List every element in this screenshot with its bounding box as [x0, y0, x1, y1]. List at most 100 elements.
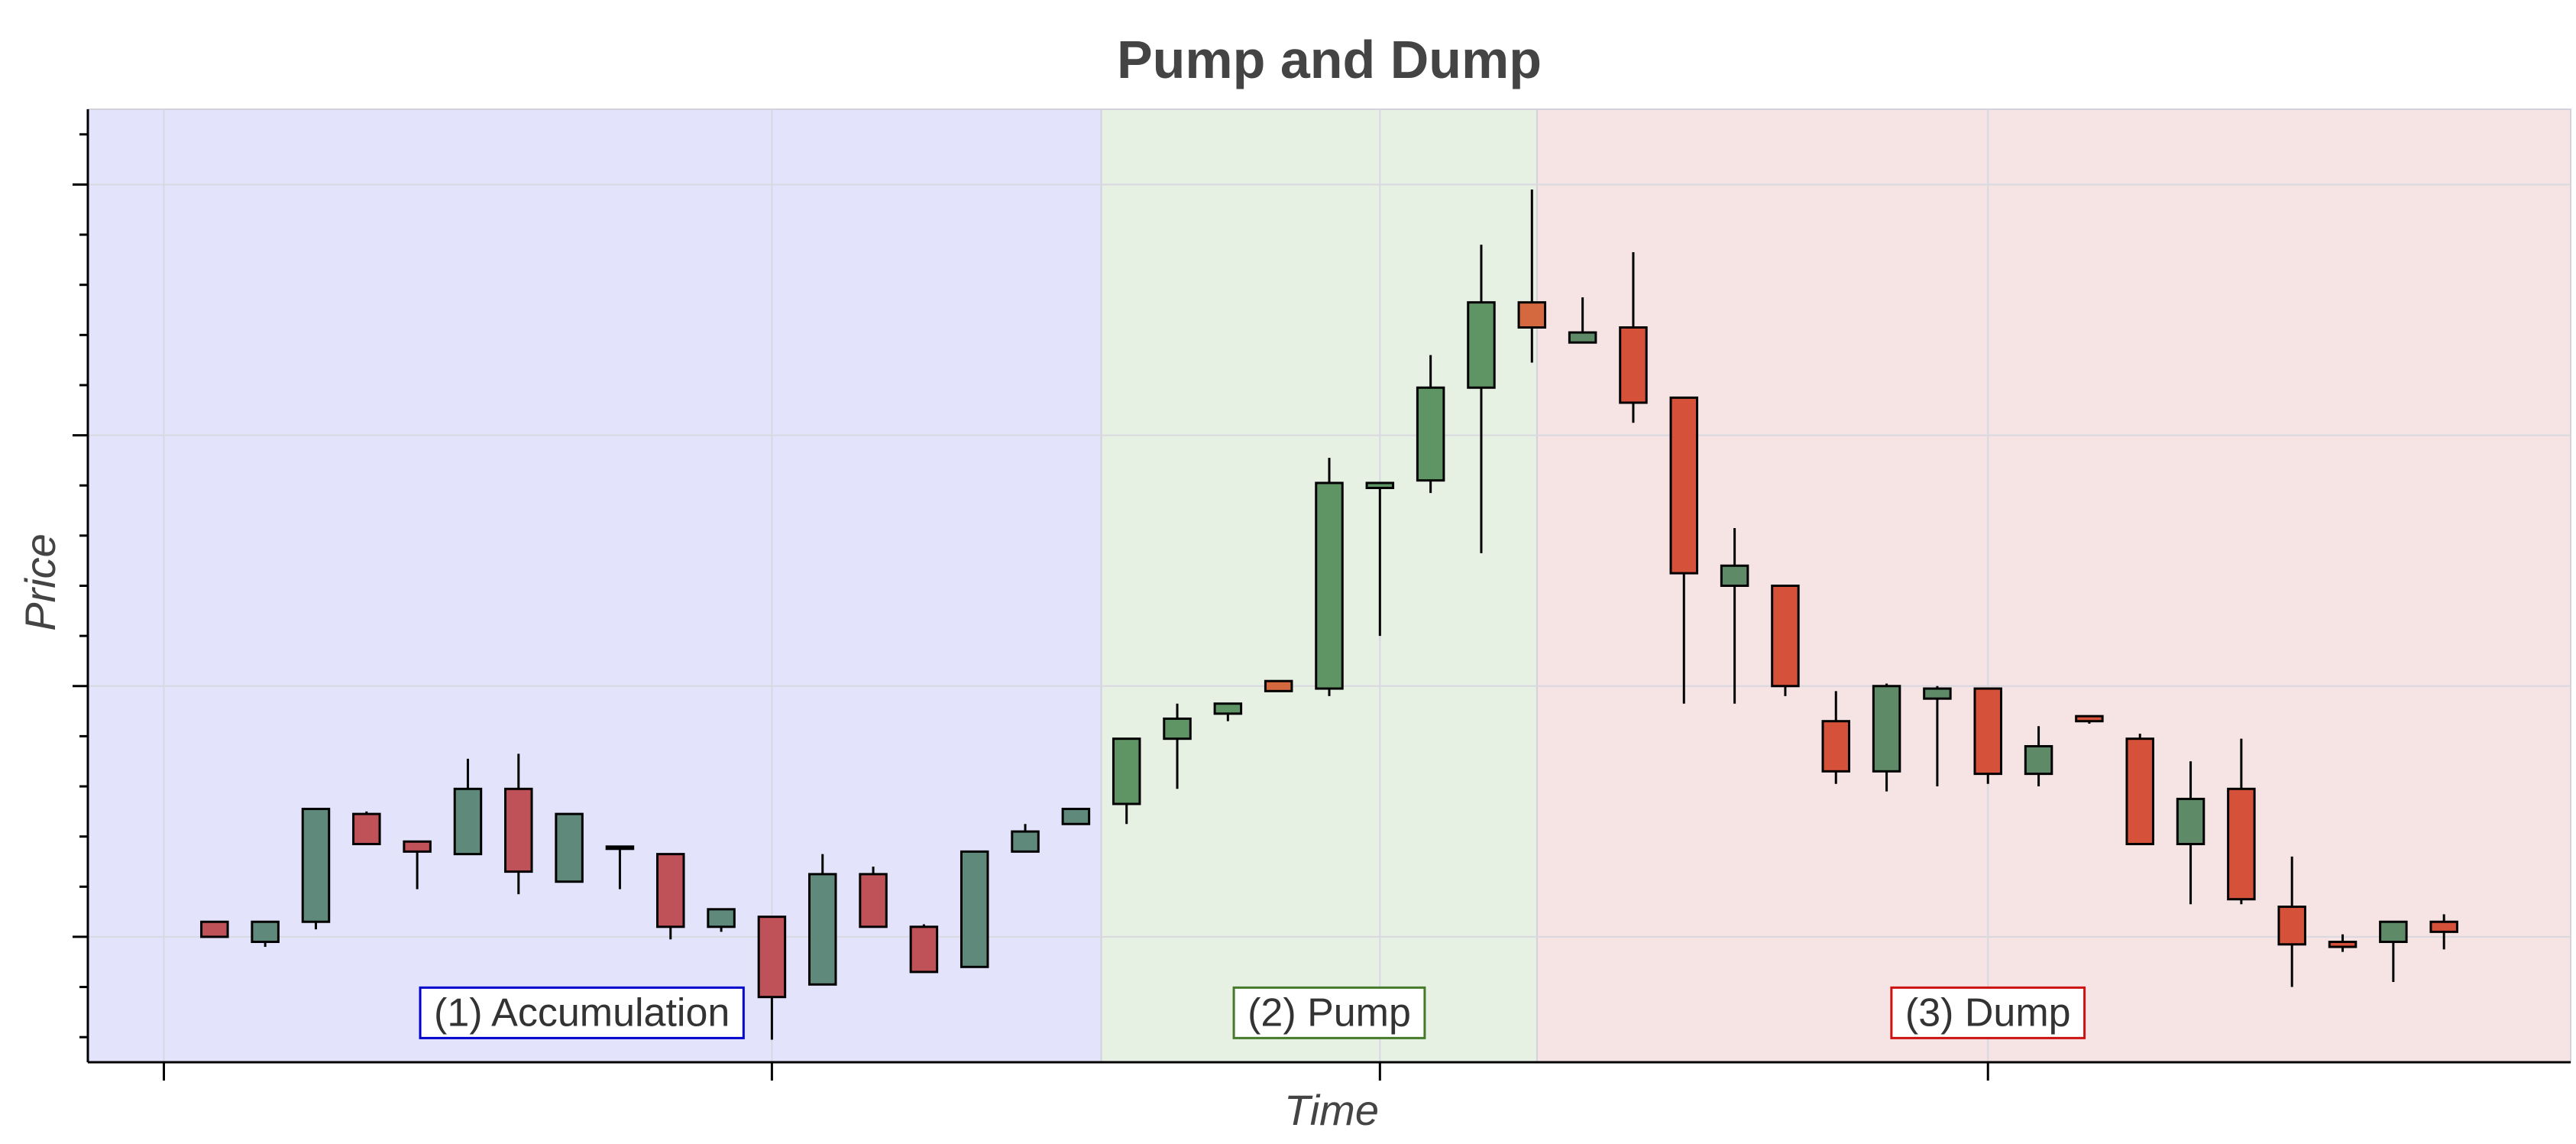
candle-42 — [2176, 761, 2205, 905]
candle-20 — [1061, 808, 1091, 825]
candle-body — [1923, 687, 1952, 700]
candle-body — [1416, 386, 1445, 482]
candle-body — [2024, 745, 2053, 776]
candle-body — [1619, 326, 1648, 404]
candle-41 — [2125, 734, 2154, 846]
candle-body — [1264, 679, 1293, 692]
candle-body — [656, 853, 685, 928]
candle-32 — [1669, 396, 1699, 704]
axis-ticks — [73, 133, 1989, 1081]
annotation-box — [1232, 986, 1426, 1039]
annotation-label: (1) Accumulation — [434, 990, 730, 1035]
candle-body — [2075, 715, 2104, 723]
candle-body — [2176, 797, 2205, 846]
candle-body — [1163, 717, 1192, 741]
candle-body — [1011, 830, 1040, 853]
candle-16 — [859, 867, 888, 928]
candle-7 — [403, 840, 432, 890]
candle-body — [2277, 906, 2306, 946]
candle-3 — [200, 920, 229, 938]
annotation-box — [1890, 986, 2086, 1039]
candle-body — [909, 925, 939, 974]
candle-body — [2328, 940, 2358, 948]
candle-body — [1669, 396, 1699, 575]
candle-body — [807, 873, 837, 986]
candle-body — [200, 920, 229, 938]
candle-body — [301, 808, 331, 923]
candle-19 — [1011, 824, 1040, 853]
candle-9 — [504, 753, 533, 895]
candle-36 — [1872, 683, 1901, 792]
candle-body — [1720, 564, 1749, 588]
phase-annotation-1: (1) Accumulation — [419, 986, 745, 1039]
candle-body — [859, 873, 888, 928]
candle-26 — [1365, 481, 1395, 637]
candle-body — [453, 787, 483, 856]
candle-37 — [1923, 685, 1952, 787]
candle-46 — [2379, 920, 2408, 982]
candle-40 — [2075, 715, 2104, 724]
candle-body — [403, 840, 432, 853]
candle-27 — [1416, 355, 1445, 494]
candle-43 — [2227, 738, 2256, 905]
candle-12 — [656, 853, 685, 940]
candle-34 — [1771, 585, 1800, 696]
candle-body — [1517, 301, 1547, 329]
chart-title: Pump and Dump — [1117, 30, 1542, 89]
candle-21 — [1112, 737, 1141, 825]
candle-29 — [1517, 190, 1547, 363]
candle-body — [1467, 301, 1496, 389]
candle-17 — [909, 924, 939, 974]
candle-body — [1872, 685, 1901, 773]
candle-45 — [2328, 934, 2358, 952]
candlestick-series — [200, 190, 2458, 1040]
candle-body — [605, 845, 635, 851]
candle-30 — [1568, 297, 1597, 344]
y-axis-label: Price — [16, 533, 64, 631]
candle-11 — [605, 845, 635, 890]
candle-25 — [1315, 458, 1344, 696]
candle-47 — [2429, 914, 2458, 950]
candle-body — [960, 850, 989, 968]
candle-body — [1365, 481, 1395, 490]
candle-body — [1973, 687, 2002, 776]
phase-annotation-3: (3) Dump — [1890, 986, 2086, 1039]
candle-33 — [1720, 528, 1749, 704]
candle-body — [1213, 702, 1243, 715]
annotation-label: (3) Dump — [1905, 990, 2071, 1035]
candle-body — [707, 908, 736, 928]
candle-body — [1112, 737, 1141, 805]
candle-18 — [960, 850, 989, 968]
candle-28 — [1467, 245, 1496, 553]
candle-10 — [555, 812, 584, 883]
candle-8 — [453, 758, 483, 856]
candle-35 — [1821, 691, 1851, 784]
candle-body — [1315, 481, 1344, 690]
candle-body — [757, 916, 787, 999]
candle-13 — [707, 908, 736, 932]
candle-body — [1771, 585, 1800, 688]
phase-regions — [87, 109, 2571, 1063]
candle-24 — [1264, 679, 1293, 692]
candle-5 — [301, 808, 331, 930]
phase-region-3 — [1536, 109, 2571, 1063]
candle-body — [352, 812, 381, 846]
candle-22 — [1163, 703, 1192, 789]
candle-body — [504, 787, 533, 873]
candle-body — [555, 812, 584, 883]
candle-body — [1061, 808, 1091, 825]
candle-4 — [251, 920, 280, 948]
candle-31 — [1619, 252, 1648, 423]
grid-lines — [88, 109, 2571, 1062]
candle-44 — [2277, 856, 2306, 987]
candle-body — [2379, 920, 2408, 943]
annotation-box — [419, 986, 745, 1039]
candle-15 — [807, 854, 837, 986]
candle-body — [2227, 787, 2256, 901]
candle-body — [2125, 737, 2154, 846]
candle-38 — [1973, 687, 2002, 784]
candle-14 — [757, 916, 787, 1040]
candle-body — [251, 920, 280, 943]
annotation-label: (2) Pump — [1248, 990, 1411, 1035]
